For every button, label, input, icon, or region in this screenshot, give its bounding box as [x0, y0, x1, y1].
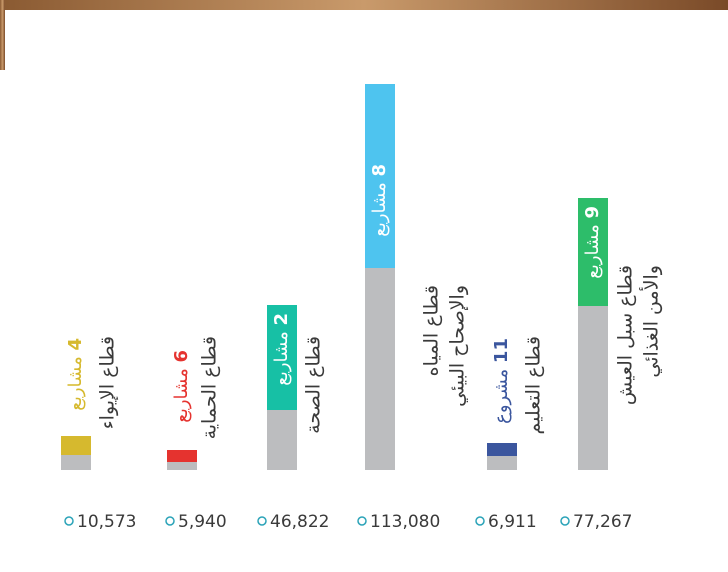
count-number: 6 [171, 350, 192, 363]
project-count: 9 مشاريع [582, 206, 603, 279]
beneficiaries: 77,267 [573, 512, 632, 532]
project-count: 2 مشاريع [271, 313, 292, 386]
photo-edge [0, 0, 5, 70]
sector-label: والإصحاح البيئي [447, 285, 469, 407]
sector-bar-color [61, 436, 91, 455]
sector-bar-gray [61, 455, 91, 470]
count-number: 8 [369, 164, 390, 177]
photo-strip [0, 0, 728, 10]
sector-bar-color [487, 443, 517, 456]
sector-label: قطاع التعليم [523, 336, 545, 434]
sector-bar-gray [365, 268, 395, 470]
sector-bar-gray [487, 456, 517, 470]
project-count: 6 مشاريع [171, 350, 192, 423]
count-number: 2 [271, 313, 292, 326]
beneficiaries: 6,911 [488, 512, 537, 532]
project-count: 4 مشاريع [65, 338, 86, 411]
infographic: 4 مشاريع قطاع الإيواء 10,573 6 مشاريع قطاع ا… [0, 0, 728, 572]
beneficiaries: 10,573 [77, 512, 136, 532]
sector-bar-gray [167, 462, 197, 470]
bullet [358, 517, 366, 525]
count-unit: مشاريع [582, 224, 603, 278]
count-unit: مشاريع [271, 331, 292, 385]
sector-label: قطاع الحماية [199, 336, 221, 439]
count-number: 11 [491, 338, 512, 363]
sector-label: قطاع المياه [421, 285, 443, 376]
count-number: 4 [65, 338, 86, 351]
bullet [65, 517, 73, 525]
count-unit: مشروع [491, 369, 512, 424]
count-number: 9 [582, 206, 603, 219]
sector-label: والأمن الغذائي [639, 265, 663, 378]
count-unit: مشاريع [65, 356, 86, 410]
page: {"sectors": [ {"count": 4, "unit": "مشار… [0, 0, 728, 572]
beneficiaries: 46,822 [270, 512, 329, 532]
sector-bar-color [167, 450, 197, 462]
bullet [166, 517, 174, 525]
sector-bar-gray [267, 410, 297, 470]
bullet [258, 517, 266, 525]
project-count: 11 مشروع [491, 338, 512, 424]
sector-bar-gray [578, 306, 608, 470]
sector-label: قطاع الصحة [303, 336, 325, 434]
sector-label: قطاع الإيواء [97, 336, 119, 429]
bullet [561, 517, 569, 525]
beneficiaries: 5,940 [178, 512, 227, 532]
count-unit: مشاريع [171, 368, 192, 422]
bullet [476, 517, 484, 525]
sector-label: قطاع سبل العيش [615, 265, 637, 405]
project-count: 8 مشاريع [369, 164, 390, 237]
beneficiaries: 113,080 [370, 512, 440, 532]
count-unit: مشاريع [369, 182, 390, 236]
